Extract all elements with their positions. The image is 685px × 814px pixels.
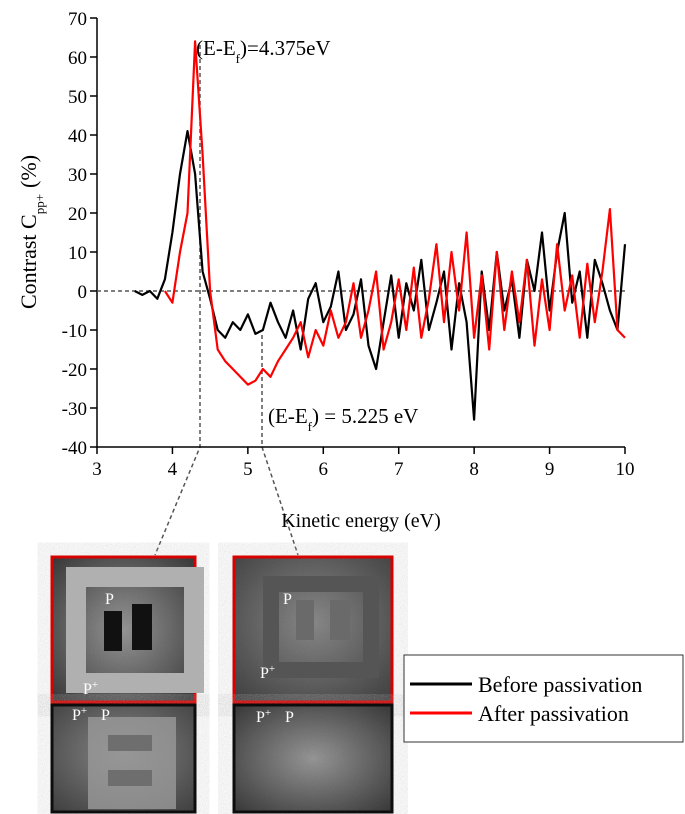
y-tick-label: 50 [68, 87, 87, 108]
image-label: P [285, 709, 294, 726]
image-panel: P P+ [50, 555, 204, 704]
legend-label: After passivation [478, 701, 629, 726]
image-label: P+ [72, 705, 87, 724]
y-tick-label: -40 [62, 438, 87, 459]
image-label: P+ [256, 707, 271, 726]
x-tick-label: 5 [243, 459, 253, 480]
x-tick-label: 3 [92, 459, 102, 480]
x-tick-label: 8 [469, 459, 479, 480]
image-panel: P P+ [232, 555, 394, 704]
y-tick-label: 60 [68, 48, 87, 69]
image-label: P+ [260, 663, 275, 682]
image-label: P [283, 591, 292, 608]
data-line [134, 130, 627, 421]
y-tick-label: 30 [68, 165, 87, 186]
x-tick-label: 10 [616, 459, 635, 480]
legend-box [403, 654, 684, 743]
legend-label: Before passivation [478, 672, 642, 697]
annotation: (E-Ef)=4.375eV [196, 36, 331, 66]
y-tick-label: -20 [62, 360, 87, 381]
image-label: P [105, 591, 114, 608]
y-tick-label: 10 [68, 243, 87, 264]
image-panel: P+ P [232, 703, 394, 814]
y-tick-label: -10 [62, 321, 87, 342]
image-panel: P+ P [50, 703, 197, 814]
y-tick-label: 0 [78, 282, 88, 303]
y-tick-label: -30 [62, 399, 87, 420]
image-label: P+ [83, 679, 98, 698]
y-tick-label: 70 [68, 9, 87, 30]
x-tick-label: 9 [545, 459, 555, 480]
x-tick-label: 4 [168, 459, 178, 480]
x-tick-label: 7 [394, 459, 404, 480]
x-tick-label: 6 [319, 459, 329, 480]
data-line [163, 40, 626, 386]
y-tick-label: 40 [68, 126, 87, 147]
y-axis-label: Contrast Cpp+(%) [16, 155, 47, 309]
y-tick-label: 20 [68, 204, 87, 225]
annotation: (E-Ef) = 5.225 eV [268, 404, 418, 434]
x-axis-label: Kinetic energy (eV) [281, 510, 441, 532]
image-label: P [101, 707, 110, 724]
